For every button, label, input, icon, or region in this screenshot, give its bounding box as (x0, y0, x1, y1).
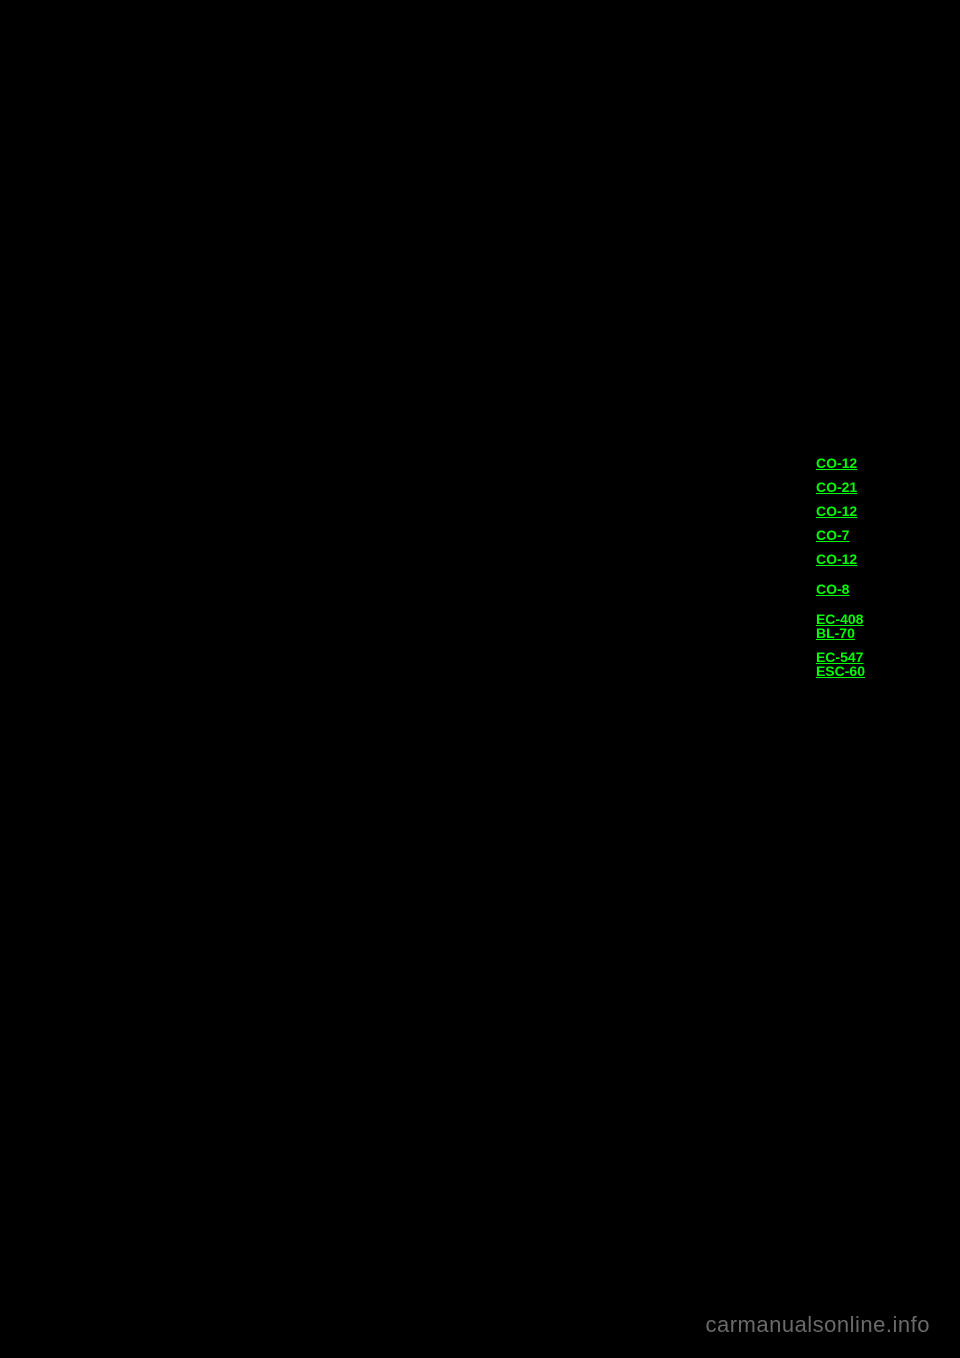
ref-link[interactable]: ESC-60 (816, 664, 865, 678)
ref-link[interactable]: EC-547 (816, 650, 865, 664)
ref-link[interactable]: CO-12 (816, 552, 865, 566)
ref-link[interactable]: CO-7 (816, 528, 865, 542)
ref-link[interactable]: BL-70 (816, 626, 865, 640)
ref-link[interactable]: CO-8 (816, 582, 865, 596)
ref-link[interactable]: CO-12 (816, 504, 865, 518)
ref-link[interactable]: CO-21 (816, 480, 865, 494)
ref-link[interactable]: EC-408 (816, 612, 865, 626)
reference-links-column: CO-12 CO-21 CO-12 CO-7 CO-12 CO-8 EC-408… (816, 456, 865, 678)
watermark-text: carmanualsonline.info (705, 1312, 930, 1338)
ref-link[interactable]: CO-12 (816, 456, 865, 470)
